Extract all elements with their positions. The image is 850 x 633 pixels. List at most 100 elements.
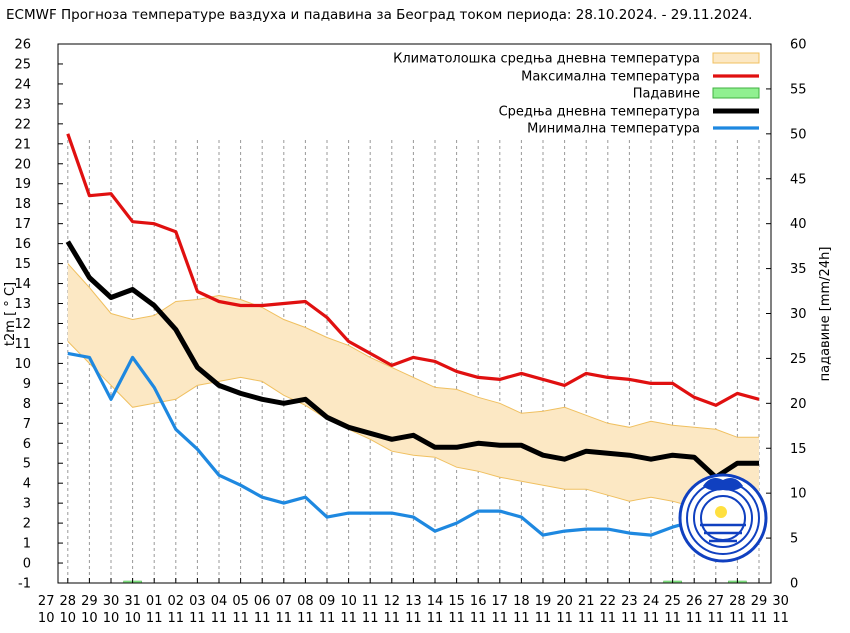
y2-tick-label: 5 <box>790 532 798 547</box>
x-tick-month: 11 <box>297 611 314 626</box>
legend-label: Падавине <box>633 87 700 102</box>
legend-label: Минимална температура <box>527 122 700 137</box>
x-tick-day: 02 <box>168 594 185 609</box>
legend-label: Максимална температура <box>521 70 700 85</box>
y-tick-label: 16 <box>14 237 31 252</box>
legend: Климатолошка средња дневна температура Ма… <box>393 52 760 137</box>
x-tick-month: 11 <box>708 611 725 626</box>
x-tick-month: 11 <box>686 611 703 626</box>
y-tick-label: 0 <box>23 557 31 572</box>
x-tick-month: 11 <box>340 611 357 626</box>
x-tick-month: 11 <box>600 611 617 626</box>
chart-title: ECMWF Прогноза температуре ваздуха и пад… <box>6 7 752 23</box>
x-tick-month: 11 <box>470 611 487 626</box>
vertical-grid <box>67 140 760 583</box>
y2-tick-label: 30 <box>790 307 807 322</box>
x-tick-month: 11 <box>319 611 336 626</box>
x-tick-month: 11 <box>729 611 746 626</box>
legend-label: Средња дневна температура <box>499 105 700 120</box>
rhmz-logo <box>678 473 768 563</box>
x-tick-month: 11 <box>556 611 573 626</box>
y2-tick-label: 35 <box>790 262 807 277</box>
x-tick-day: 29 <box>81 594 98 609</box>
y2-tick-label: 10 <box>790 487 807 502</box>
x-tick-month: 11 <box>513 611 530 626</box>
x-tick-day: 29 <box>751 594 768 609</box>
x-tick-day: 10 <box>340 594 357 609</box>
y-tick-label: 18 <box>14 197 31 212</box>
y2-tick-label: 40 <box>790 217 807 232</box>
x-tick-day: 27 <box>708 594 725 609</box>
x-tick-month: 11 <box>427 611 444 626</box>
y-tick-label: 23 <box>14 97 31 112</box>
y-tick-label: 11 <box>14 337 31 352</box>
y-tick-label: 26 <box>14 38 31 53</box>
x-tick-day: 18 <box>513 594 530 609</box>
y-tick-label: 19 <box>14 177 31 192</box>
x-tick-month: 11 <box>189 611 206 626</box>
x-tick-month: 11 <box>578 611 595 626</box>
x-tick-day: 15 <box>448 594 465 609</box>
y-tick-label: 21 <box>14 137 31 152</box>
y2-axis-label: падавине [mm/24h] <box>818 247 833 382</box>
x-tick-day: 31 <box>124 594 141 609</box>
climatology-band <box>67 263 760 514</box>
x-tick-month: 11 <box>168 611 185 626</box>
y-tick-label: 2 <box>23 517 31 532</box>
x-tick-day: 14 <box>427 594 444 609</box>
climatology-upper-edge <box>67 263 759 438</box>
x-tick-day: 08 <box>297 594 314 609</box>
legend-swatch <box>712 87 760 99</box>
x-tick-month: 11 <box>146 611 163 626</box>
x-tick-month: 10 <box>81 611 98 626</box>
x-tick-day: 24 <box>643 594 660 609</box>
x-tick-day: 28 <box>729 594 746 609</box>
y-tick-label: 20 <box>14 157 31 172</box>
y-tick-label: 4 <box>23 477 31 492</box>
x-tick-month: 11 <box>276 611 293 626</box>
x-tick-day: 27 <box>38 594 55 609</box>
min-temp-line <box>67 351 759 537</box>
x-tick-month: 10 <box>38 611 55 626</box>
y-tick-label: 13 <box>14 297 31 312</box>
x-tick-month: 11 <box>751 611 768 626</box>
x-tick-month: 11 <box>362 611 379 626</box>
x-tick-day: 17 <box>492 594 509 609</box>
x-tick-day: 19 <box>535 594 552 609</box>
x-tick-day: 21 <box>578 594 595 609</box>
x-tick-day: 03 <box>189 594 206 609</box>
x-tick-month: 11 <box>448 611 465 626</box>
x-tick-day: 30 <box>103 594 120 609</box>
y2-tick-label: 20 <box>790 397 807 412</box>
x-tick-month: 11 <box>384 611 401 626</box>
x-tick-day: 28 <box>60 594 77 609</box>
y2-tick-label: 15 <box>790 442 807 457</box>
x-tick-day: 01 <box>146 594 163 609</box>
x-tick-month: 11 <box>211 611 228 626</box>
x-axis: 27 10 28 10 29 10 30 10 31 10 01 11 02 11 03 11 04 11 05 11… <box>38 578 789 626</box>
x-tick-day: 26 <box>686 594 703 609</box>
y-tick-label: 5 <box>23 457 31 472</box>
x-tick-day: 25 <box>664 594 681 609</box>
x-tick-month: 10 <box>60 611 77 626</box>
x-tick-month: 10 <box>124 611 141 626</box>
y2-tick-label: 50 <box>790 127 807 142</box>
y-axis-right: 0 5 10 15 20 25 30 35 40 45 50 55 60 <box>766 38 807 592</box>
x-tick-day: 09 <box>319 594 336 609</box>
y-tick-label: 3 <box>23 497 31 512</box>
x-tick-day: 30 <box>772 594 789 609</box>
max-temp-line <box>66 133 760 407</box>
x-tick-month: 10 <box>103 611 120 626</box>
x-tick-month: 11 <box>492 611 509 626</box>
x-tick-day: 20 <box>556 594 573 609</box>
legend-label: Климатолошка средња дневна температура <box>393 52 700 67</box>
x-tick-day: 16 <box>470 594 487 609</box>
x-tick-month: 11 <box>232 611 249 626</box>
x-tick-day: 06 <box>254 594 271 609</box>
x-tick-month: 11 <box>405 611 422 626</box>
x-tick-day: 04 <box>211 594 228 609</box>
y-tick-label: 15 <box>14 257 31 272</box>
x-tick-month: 11 <box>621 611 638 626</box>
x-tick-day: 23 <box>621 594 638 609</box>
